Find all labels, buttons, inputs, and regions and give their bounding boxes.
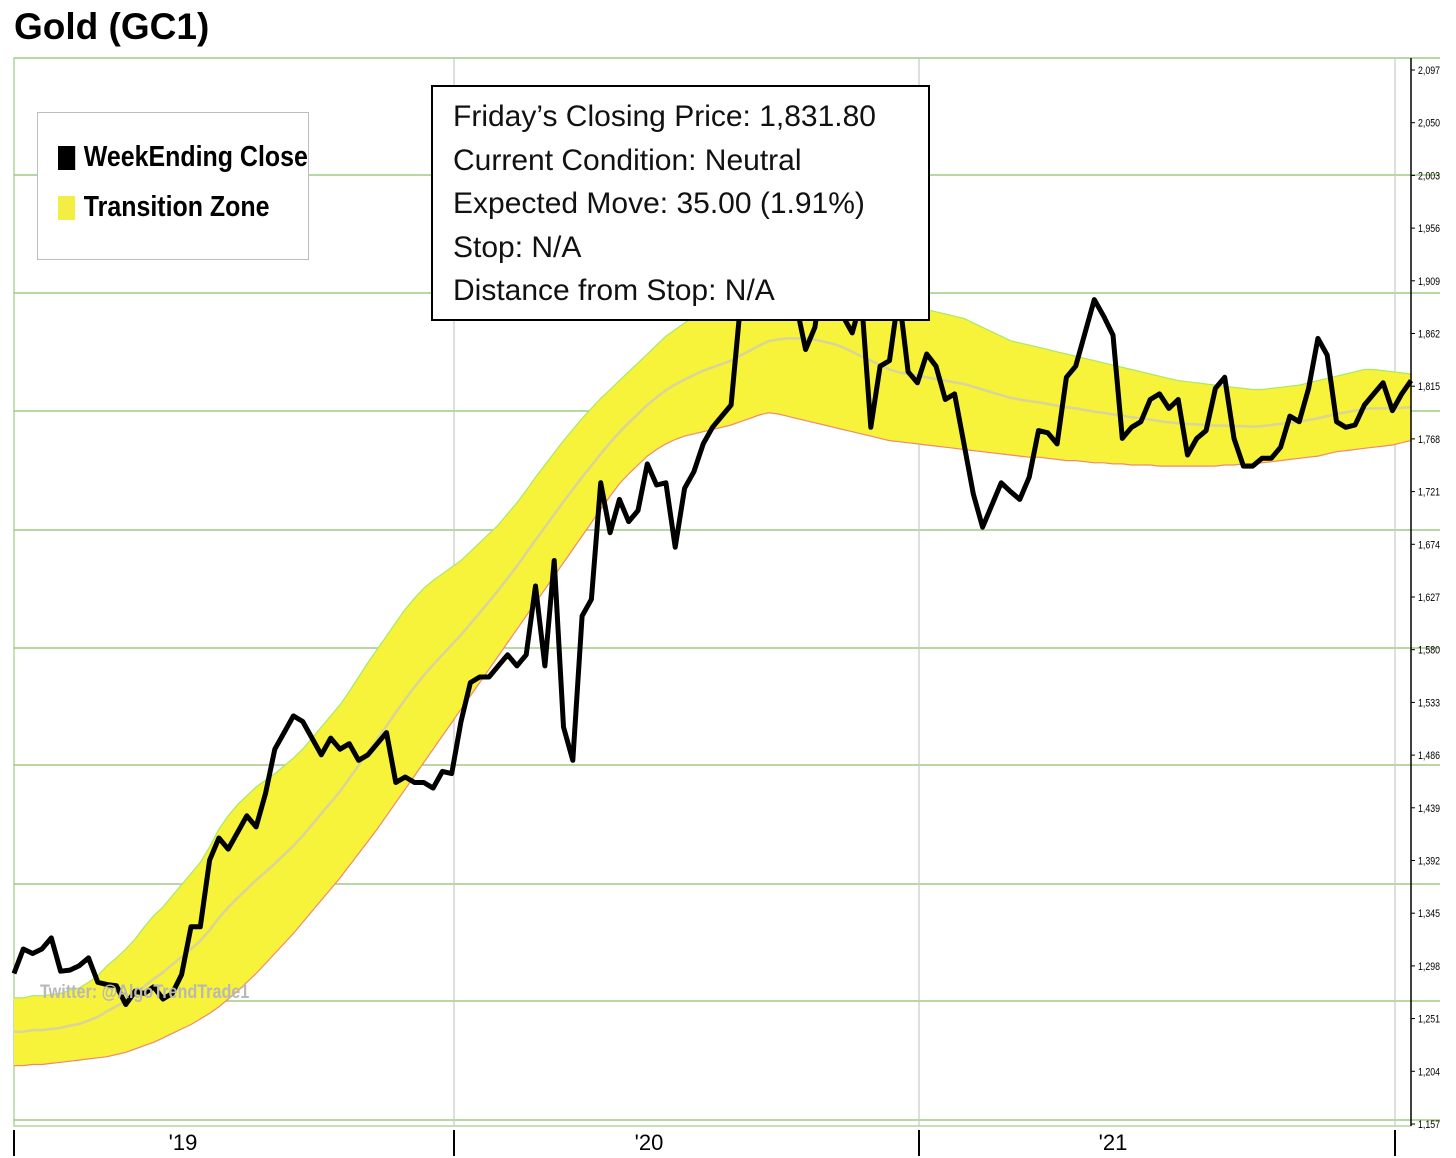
transition-zone-fill <box>14 256 1411 1066</box>
legend-swatch-transition <box>58 195 76 220</box>
chart-title: Gold (GC1) <box>14 6 210 47</box>
legend-swatch-close <box>58 145 76 170</box>
legend-item-transition: Transition Zone <box>58 191 269 224</box>
y-tick-label: 1,345 <box>1418 908 1440 920</box>
x-tick-label: '19 <box>169 1130 198 1155</box>
y-tick-label: 1,768 <box>1418 434 1440 446</box>
legend: WeekEnding Close Transition Zone <box>37 112 309 260</box>
distance-text: Distance from Stop: N/A <box>453 274 775 307</box>
y-tick-label: 1,956 <box>1418 223 1440 235</box>
x-tick-label: '21 <box>1099 1130 1128 1155</box>
weekending-close-line <box>11 191 1414 1007</box>
y-tick-label: 1,909 <box>1418 276 1440 288</box>
watermark: Twitter: @AlgoTrendTrade1 <box>40 982 250 1003</box>
y-tick-label: 1,392 <box>1418 856 1440 868</box>
y-tick-label: 1,815 <box>1418 381 1440 393</box>
y-tick-label: 2,097 <box>1418 65 1440 77</box>
y-tick-label: 1,721 <box>1418 487 1440 499</box>
y-tick-label: 1,862 <box>1418 329 1440 341</box>
legend-label-close: WeekEnding Close <box>83 141 308 173</box>
y-tick-label: 1,204 <box>1418 1066 1440 1078</box>
y-tick-label: 1,157 <box>1418 1119 1440 1131</box>
y-tick-label: 2,003 <box>1418 171 1440 183</box>
closing-price-text: Friday’s Closing Price: 1,831.80 <box>453 100 876 133</box>
y-tick-label: 1,486 <box>1418 750 1440 762</box>
legend-item-close: WeekEnding Close <box>58 141 308 174</box>
y-tick-label: 1,251 <box>1418 1014 1440 1026</box>
condition-text: Current Condition: Neutral <box>453 143 802 177</box>
y-tick-label: 1,439 <box>1418 803 1440 815</box>
legend-label-transition: Transition Zone <box>83 191 270 223</box>
price-line-layer <box>11 191 1414 1007</box>
y-tick-label: 1,627 <box>1418 592 1440 604</box>
y-tick-label: 1,674 <box>1418 539 1440 551</box>
transition-zone-band <box>14 255 1412 1067</box>
y-tick-label: 2,050 <box>1418 118 1440 130</box>
transition-zone-midline <box>14 337 1412 1033</box>
y-tick-label: 1,580 <box>1418 645 1440 657</box>
x-tick-label: '20 <box>635 1130 664 1155</box>
info-box: Friday’s Closing Price: 1,831.80 Current… <box>431 85 930 321</box>
axis-layer: 1,157 1,204 1,251 1,298 1,345 1,392 1,439 1,486… <box>13 58 1440 1156</box>
expected-move-text: Expected Move: 35.00 (1.91%) <box>453 187 865 220</box>
y-tick-label: 1,533 <box>1418 698 1440 710</box>
stop-text: Stop: N/A <box>453 230 582 264</box>
y-tick-label: 1,298 <box>1418 961 1440 973</box>
